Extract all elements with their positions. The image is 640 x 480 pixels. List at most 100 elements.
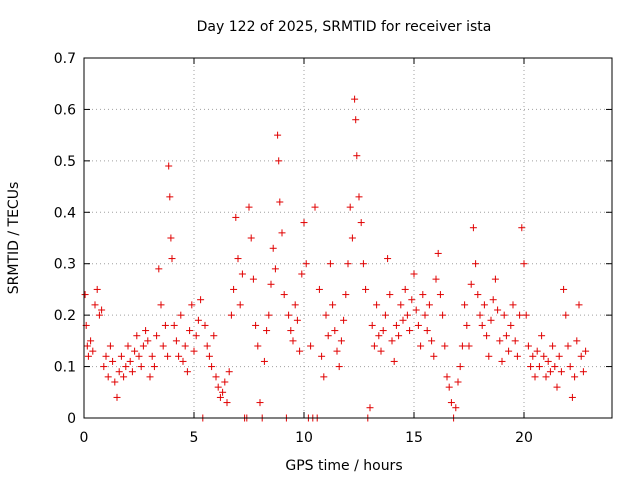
data-point	[454, 378, 462, 386]
data-point	[93, 285, 101, 293]
data-point	[461, 301, 469, 309]
data-point	[357, 219, 365, 227]
data-point	[170, 321, 178, 329]
data-point	[513, 352, 521, 360]
data-point	[557, 368, 565, 376]
data-point	[419, 291, 427, 299]
y-tick-label: 0.1	[54, 360, 76, 376]
x-axis-title: GPS time / hours	[285, 458, 402, 474]
data-point	[403, 311, 411, 319]
data-point	[216, 393, 224, 401]
data-point	[192, 332, 200, 340]
data-point	[102, 352, 110, 360]
data-point	[236, 301, 244, 309]
y-tick-label: 0	[67, 411, 76, 427]
data-point	[285, 311, 293, 319]
data-point	[122, 363, 130, 371]
data-point	[417, 342, 425, 350]
data-point	[425, 301, 433, 309]
data-point	[307, 342, 315, 350]
data-point	[225, 368, 233, 376]
data-point	[337, 337, 345, 345]
data-point	[505, 347, 513, 355]
data-point	[522, 311, 530, 319]
data-point	[275, 157, 283, 165]
data-point	[212, 373, 220, 381]
x-tick-label: 20	[515, 430, 533, 446]
data-point	[379, 327, 387, 335]
data-point	[148, 352, 156, 360]
data-point	[489, 296, 497, 304]
data-point	[104, 373, 112, 381]
data-point	[271, 265, 279, 273]
data-point	[469, 224, 477, 232]
data-point	[329, 301, 337, 309]
data-point	[289, 337, 297, 345]
data-point	[210, 332, 218, 340]
data-point	[159, 342, 167, 350]
data-point	[340, 316, 348, 324]
data-point	[131, 347, 139, 355]
data-point	[87, 337, 95, 345]
data-point	[412, 306, 420, 314]
data-point	[186, 327, 194, 335]
data-point	[238, 270, 246, 278]
data-point	[441, 342, 449, 350]
data-point	[188, 301, 196, 309]
data-point	[157, 301, 165, 309]
data-point	[133, 332, 141, 340]
data-point	[205, 352, 213, 360]
data-point	[399, 316, 407, 324]
x-tick-label: 15	[405, 430, 423, 446]
data-point	[549, 342, 557, 350]
y-tick-label: 0.3	[54, 257, 76, 273]
data-point	[388, 337, 396, 345]
data-point	[100, 363, 108, 371]
chart-title: Day 122 of 2025, SRMTID for receiver ist…	[197, 19, 492, 35]
data-point	[465, 342, 473, 350]
data-point	[219, 388, 227, 396]
data-point	[571, 373, 579, 381]
data-point	[208, 363, 216, 371]
data-point	[410, 270, 418, 278]
data-point	[254, 342, 262, 350]
data-point	[472, 260, 480, 268]
data-point	[142, 327, 150, 335]
data-point	[414, 321, 422, 329]
data-point	[366, 404, 374, 412]
data-point	[566, 363, 574, 371]
data-point	[126, 357, 134, 365]
data-point	[120, 373, 128, 381]
data-point	[531, 373, 539, 381]
data-point	[227, 311, 235, 319]
data-point	[375, 332, 383, 340]
data-point	[287, 327, 295, 335]
data-point	[153, 332, 161, 340]
data-point	[302, 260, 310, 268]
data-point	[582, 347, 590, 355]
data-point	[421, 311, 429, 319]
data-point	[117, 352, 125, 360]
data-point	[135, 352, 143, 360]
data-point	[520, 260, 528, 268]
data-point	[524, 342, 532, 350]
data-point	[164, 352, 172, 360]
data-point	[146, 373, 154, 381]
x-tick-label: 5	[190, 430, 199, 446]
data-point	[458, 342, 466, 350]
data-point	[546, 368, 554, 376]
data-point	[111, 378, 119, 386]
data-point	[502, 332, 510, 340]
data-point	[109, 357, 117, 365]
data-point	[223, 399, 231, 407]
data-point	[498, 357, 506, 365]
data-point	[500, 311, 508, 319]
data-point	[95, 311, 103, 319]
data-point	[544, 357, 552, 365]
data-point	[155, 265, 163, 273]
data-point	[179, 357, 187, 365]
y-tick-label: 0.6	[54, 102, 76, 118]
data-point	[538, 332, 546, 340]
data-point	[381, 311, 389, 319]
data-point	[91, 301, 99, 309]
